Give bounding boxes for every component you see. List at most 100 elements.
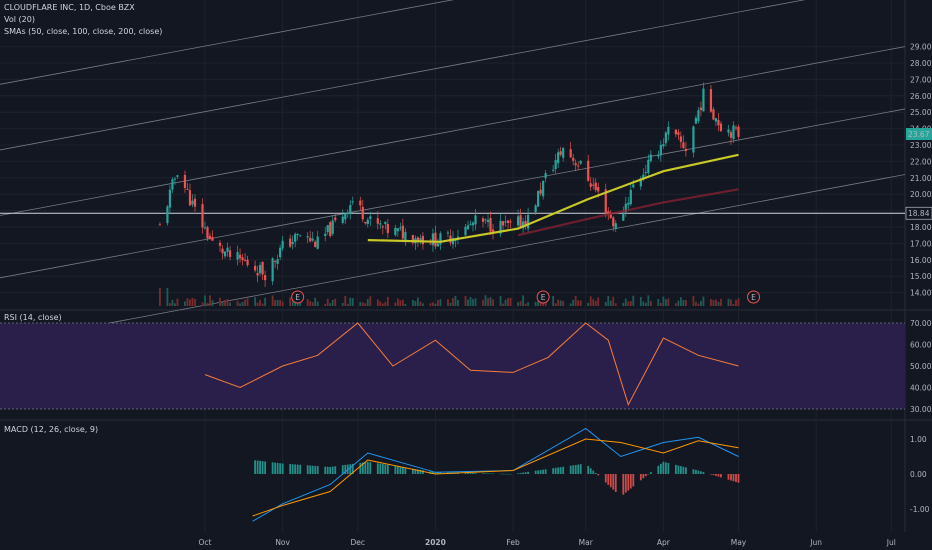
y-tick-label: 15.00 — [910, 272, 932, 281]
macd-histogram-bar — [291, 464, 294, 474]
candle-body — [376, 218, 379, 224]
volume-bar — [204, 295, 206, 306]
sma-legend[interactable]: SMAs (50, close, 100, close, 200, close) — [4, 27, 163, 36]
macd-legend[interactable]: MACD (12, 26, close, 9) — [4, 425, 99, 434]
macd-histogram-bar — [607, 474, 610, 485]
candle-body — [642, 174, 645, 179]
volume-bar — [324, 303, 327, 306]
macd-histogram-bar — [684, 467, 687, 474]
volume-bar — [622, 302, 625, 306]
volume-bar — [507, 298, 509, 306]
macd-histogram-bar — [351, 463, 354, 474]
candle-body — [236, 252, 239, 260]
candle-body — [359, 200, 362, 206]
volume-bar — [695, 301, 697, 306]
volume-bar — [386, 296, 389, 306]
macd-histogram-bar — [299, 464, 302, 474]
macd-histogram-bar — [732, 474, 735, 482]
candle-body — [574, 163, 577, 166]
vol-legend[interactable]: Vol (20) — [4, 15, 35, 24]
candle-body — [261, 261, 264, 275]
sma50-line — [367, 153, 739, 243]
candle-body — [381, 226, 384, 228]
y-tick-label: 29.00 — [910, 43, 932, 52]
volume-bar — [186, 298, 189, 306]
y-tick-label: 25.00 — [910, 108, 932, 117]
candle-body — [259, 265, 262, 274]
macd-histogram-bar — [554, 467, 557, 474]
candle-body — [539, 189, 542, 194]
macd-histogram-bar — [700, 471, 702, 474]
macd-histogram-bar — [539, 470, 542, 474]
candle-body — [572, 157, 575, 161]
volume-bar — [447, 299, 449, 306]
macd-histogram-bar — [677, 465, 680, 474]
volume-bar — [274, 300, 277, 306]
macd-histogram-bar — [376, 463, 379, 474]
macd-histogram-bar — [279, 463, 282, 474]
volume-bar — [527, 302, 530, 306]
volume-bar — [346, 303, 349, 306]
macd-histogram-bar — [472, 473, 474, 474]
macd-histogram-bar — [542, 469, 545, 474]
y-tick-label: 27.00 — [910, 75, 932, 84]
candle-body — [594, 182, 597, 191]
candle-body — [737, 126, 740, 137]
candle-body — [158, 224, 162, 226]
candle-body — [506, 220, 510, 224]
volume-bar — [594, 300, 597, 306]
volume-bar — [552, 295, 555, 306]
candle-body — [419, 238, 422, 243]
macd-histogram-bar — [314, 465, 317, 474]
candle-body — [542, 180, 545, 197]
volume-bar — [659, 302, 662, 306]
volume-bar — [667, 298, 670, 306]
candle-body — [587, 160, 590, 181]
macd-histogram-bar — [622, 474, 625, 495]
candle-body — [692, 126, 695, 153]
volume-bar — [366, 299, 369, 306]
macd-histogram-bar — [366, 461, 369, 474]
candle-body — [464, 226, 467, 236]
volume-bar — [306, 299, 309, 306]
signal-line — [252, 438, 739, 517]
macd-histogram-bar — [664, 462, 667, 474]
candle-body — [401, 225, 404, 239]
volume-bar — [422, 303, 424, 306]
volume-bar — [589, 296, 592, 306]
candle-body — [311, 238, 314, 241]
volume-bar — [429, 303, 432, 306]
y-tick-label: 23.00 — [910, 141, 932, 150]
candle-body — [509, 221, 512, 223]
macd-histogram-bar — [329, 467, 332, 474]
candle-body — [243, 259, 247, 261]
candle-body — [281, 240, 284, 249]
candle-body — [188, 190, 192, 206]
volume-bar — [597, 297, 600, 306]
macd-histogram-bar — [359, 462, 362, 474]
volume-bar — [537, 301, 540, 306]
volume-bar — [239, 303, 241, 306]
volume-bar — [624, 298, 627, 306]
channel-line — [0, 0, 806, 151]
macd-histogram-bar — [499, 473, 502, 475]
macd-histogram-bar — [692, 469, 695, 474]
macd-histogram-bar — [384, 464, 387, 474]
y-tick-label: 14.00 — [910, 289, 932, 298]
volume-bar — [569, 303, 572, 306]
macd-histogram-bar — [306, 465, 309, 474]
macd-histogram-bar — [522, 472, 524, 474]
rsi-y-tick-label: 60.00 — [910, 341, 932, 350]
macd-histogram-bar — [659, 463, 662, 474]
candle-body — [431, 233, 435, 246]
volume-bar — [700, 300, 702, 306]
x-tick-label: Jun — [809, 538, 822, 547]
candle-body — [684, 148, 687, 152]
macd-histogram-bar — [504, 473, 507, 475]
macd-histogram-bar — [396, 466, 399, 474]
candle-body — [647, 159, 650, 174]
candle-body — [622, 213, 625, 221]
rsi-legend[interactable]: RSI (14, close) — [4, 313, 62, 322]
